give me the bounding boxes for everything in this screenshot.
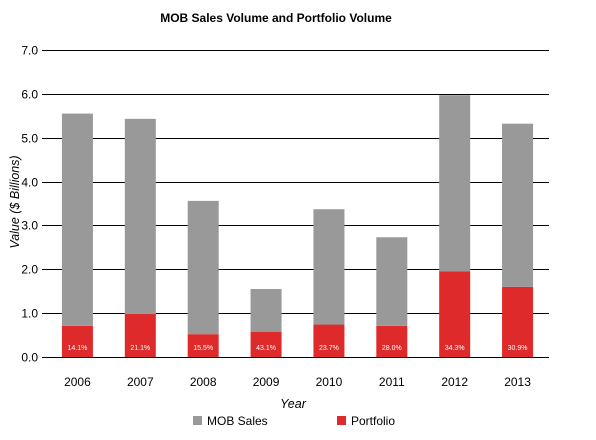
y-tick-label: 7.0 — [21, 44, 38, 58]
percent-label: 43.1% — [256, 345, 276, 352]
x-tick-label: 2006 — [64, 375, 91, 389]
bar-mob-sales-2010 — [313, 209, 345, 325]
percent-label: 30.9% — [508, 345, 528, 352]
y-tick-labels: 0.0 1.0 2.0 3.0 4.0 5.0 6.0 7.0 — [21, 44, 38, 365]
bar-mob-sales-2012 — [439, 95, 471, 272]
bar-portfolio-2006 — [61, 325, 93, 357]
x-tick-label: 2008 — [190, 375, 217, 389]
x-tick-label: 2009 — [253, 375, 280, 389]
legend: MOB Sales Portfolio — [193, 414, 395, 428]
bar-portfolio-2013 — [502, 286, 534, 357]
x-tick-label: 2011 — [379, 375, 405, 389]
x-tick-label: 2013 — [504, 375, 531, 389]
legend-swatch — [337, 416, 346, 425]
bar-portfolio-2008 — [187, 334, 219, 357]
chart-title: MOB Sales Volume and Portfolio Volume — [160, 11, 392, 25]
bar-portfolio-2010 — [313, 324, 345, 357]
y-tick-label: 6.0 — [21, 88, 38, 102]
gridlines — [42, 50, 549, 358]
bar-mob-sales-2011 — [376, 237, 408, 326]
bar-portfolio-2007 — [124, 314, 156, 357]
percent-label: 15.5% — [193, 345, 213, 352]
x-tick-label: 2012 — [441, 375, 468, 389]
bar-mob-sales-2008 — [187, 200, 219, 335]
bar-portfolio-2012 — [439, 271, 471, 357]
y-tick-label: 4.0 — [21, 176, 38, 190]
bar-mob-sales-2013 — [502, 123, 534, 287]
percent-label: 21.1% — [130, 345, 150, 352]
y-tick-label: 0.0 — [21, 351, 38, 365]
bar-mob-sales-2007 — [124, 118, 156, 315]
y-tick-label: 5.0 — [21, 132, 38, 146]
bars — [61, 95, 534, 357]
bar-mob-sales-2006 — [61, 113, 93, 326]
y-axis-title: Value ($ Billions) — [8, 155, 22, 248]
percent-label: 14.1% — [68, 345, 88, 352]
bar-mob-sales-2009 — [250, 289, 282, 333]
x-tick-label: 2007 — [127, 375, 154, 389]
y-tick-label: 1.0 — [21, 307, 38, 321]
x-axis-title: Year — [280, 397, 307, 411]
y-tick-label: 2.0 — [21, 263, 38, 277]
percent-label: 34.3% — [445, 345, 465, 352]
legend-swatch — [193, 416, 202, 425]
bar-portfolio-2011 — [376, 325, 408, 357]
x-tick-labels: 2006 2007 2008 2009 2010 2011 2012 2013 — [64, 375, 531, 389]
percent-labels: 14.1% 21.1% 15.5% 43.1% 23.7% 28.0% 34.3% 30.9% — [68, 345, 528, 352]
y-tick-label: 3.0 — [21, 219, 38, 233]
x-tick-label: 2010 — [316, 375, 343, 389]
legend-label: MOB Sales — [207, 414, 268, 428]
legend-label: Portfolio — [351, 414, 395, 428]
percent-label: 23.7% — [319, 345, 339, 352]
percent-label: 28.0% — [382, 345, 402, 352]
bar-portfolio-2009 — [250, 332, 282, 357]
